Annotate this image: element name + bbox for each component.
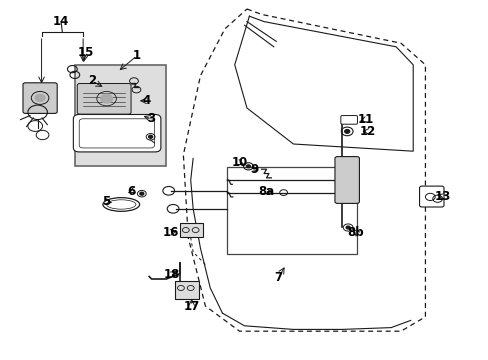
FancyBboxPatch shape <box>75 65 166 166</box>
FancyBboxPatch shape <box>180 223 203 237</box>
Circle shape <box>148 135 152 138</box>
FancyBboxPatch shape <box>334 157 359 203</box>
Circle shape <box>140 192 143 195</box>
Text: 12: 12 <box>359 125 376 138</box>
Text: 3: 3 <box>147 112 155 125</box>
FancyBboxPatch shape <box>419 186 443 207</box>
Circle shape <box>101 94 112 103</box>
FancyBboxPatch shape <box>73 114 161 152</box>
Text: 14: 14 <box>53 15 69 28</box>
Text: 4: 4 <box>142 94 150 107</box>
Text: 9: 9 <box>250 163 258 176</box>
Text: 2: 2 <box>88 75 96 87</box>
Text: 15: 15 <box>77 46 94 59</box>
Text: 11: 11 <box>357 113 373 126</box>
Text: 8a: 8a <box>258 185 274 198</box>
Text: 17: 17 <box>183 300 200 312</box>
Text: 18: 18 <box>163 268 180 281</box>
FancyBboxPatch shape <box>77 84 131 114</box>
Circle shape <box>35 94 45 102</box>
Text: 10: 10 <box>231 156 247 169</box>
Text: 13: 13 <box>433 190 450 203</box>
Text: 16: 16 <box>163 226 179 239</box>
FancyBboxPatch shape <box>79 119 154 148</box>
Text: 6: 6 <box>127 185 135 198</box>
FancyBboxPatch shape <box>175 281 198 299</box>
Circle shape <box>246 165 250 168</box>
Circle shape <box>344 130 349 133</box>
Text: 1: 1 <box>133 49 141 62</box>
Circle shape <box>346 226 349 229</box>
Ellipse shape <box>102 198 140 211</box>
FancyBboxPatch shape <box>340 116 357 124</box>
Text: 5: 5 <box>102 195 110 208</box>
Text: 8b: 8b <box>347 226 364 239</box>
FancyBboxPatch shape <box>23 83 57 113</box>
Ellipse shape <box>106 200 136 209</box>
Text: 7: 7 <box>274 271 282 284</box>
